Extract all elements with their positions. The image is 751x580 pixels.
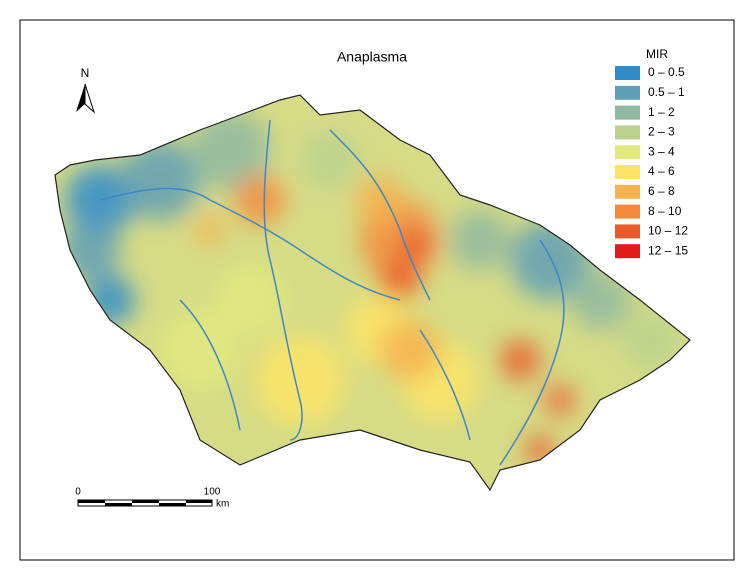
- legend-label: 1 – 2: [648, 105, 675, 119]
- legend-swatch: [615, 105, 640, 120]
- north-arrow: [76, 84, 85, 112]
- legend-label: 3 – 4: [648, 144, 675, 158]
- surface-blob: [235, 175, 285, 225]
- map-title: Anaplasma: [337, 49, 407, 65]
- surface-blob: [380, 260, 420, 300]
- surface-blob: [300, 130, 360, 190]
- surface-blob: [545, 385, 575, 415]
- legend-label: 0 – 0.5: [648, 65, 685, 79]
- legend-swatch: [615, 165, 640, 179]
- legend: 0 – 0.5 0.5 – 1 1 – 2 2 – 3 3 – 4 4 – 6 6 – 8 8…: [615, 65, 688, 259]
- surface-blob: [380, 320, 440, 380]
- surface-blob: [403, 233, 427, 257]
- legend-label: 6 – 8: [648, 184, 675, 198]
- legend-label: 4 – 6: [648, 164, 675, 178]
- surface-blob: [450, 210, 510, 270]
- legend-label: 8 – 10: [648, 204, 682, 218]
- legend-label: 0.5 – 1: [648, 85, 685, 99]
- surface-blob: [570, 270, 630, 330]
- legend-title: MIR: [646, 47, 668, 61]
- legend-swatch: [615, 204, 640, 219]
- legend-label: 10 – 12: [648, 224, 688, 238]
- north-label: N: [81, 66, 90, 80]
- surface-blob: [190, 110, 270, 190]
- surface-blob: [195, 215, 225, 245]
- surface-blob: [355, 175, 405, 225]
- surface-blob: [120, 140, 200, 220]
- legend-swatch: [615, 125, 640, 140]
- scale-unit: km: [216, 499, 229, 510]
- surface-blob: [215, 265, 285, 335]
- surface-blob: [85, 275, 135, 325]
- legend-swatch: [615, 145, 640, 160]
- north-arrow: [84, 83, 96, 114]
- surface-blob: [160, 310, 240, 390]
- legend-swatch: [615, 184, 640, 199]
- surface-blob: [60, 220, 120, 280]
- scale-label: 0: [75, 487, 81, 498]
- legend-swatch: [615, 244, 640, 259]
- rivers: [99, 119, 565, 466]
- legend-label: 12 – 15: [648, 243, 688, 257]
- legend-swatch: [615, 224, 640, 239]
- legend-swatch: [615, 66, 640, 80]
- legend-label: 2 – 3: [648, 125, 675, 139]
- legend-swatch: [615, 85, 640, 100]
- surface-blob: [620, 310, 680, 370]
- scale-label: 100: [204, 487, 221, 498]
- frame: [19, 19, 735, 561]
- scale-bar: [77, 499, 213, 507]
- surface-blob: [500, 340, 540, 380]
- surface-blob: [255, 335, 345, 425]
